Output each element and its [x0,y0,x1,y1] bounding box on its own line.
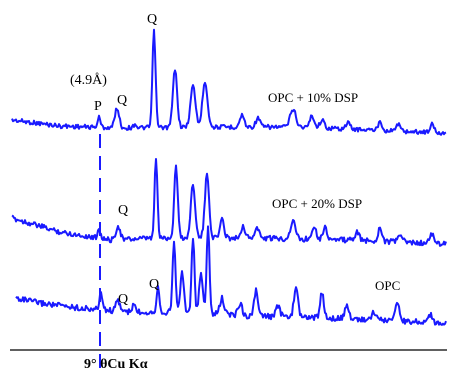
xrd-trace-opc [15,225,447,326]
peak-label-p: P [94,99,102,114]
xrd-traces [11,28,447,326]
xrd-trace-opc-20-dsp [11,158,447,247]
series-label-opc: OPC [375,278,400,293]
series-label-opc-20-dsp: OPC + 20% DSP [272,196,362,211]
peak-note-4.9a: (4.9Å) [70,72,107,88]
series-label-opc-10-dsp: OPC + 10% DSP [268,90,358,105]
peak-label-q-top-1: Q [117,93,127,108]
peak-label-q-bottom-1: Q [118,292,128,307]
peak-label-q-bottom-2: Q [149,277,159,292]
peak-label-q-middle: Q [118,203,128,218]
peak-label-q-top-2: Q [147,12,157,27]
xrd-trace-opc-10-dsp [11,28,447,136]
x-axis-label: 9° θCu Kα [84,357,148,372]
